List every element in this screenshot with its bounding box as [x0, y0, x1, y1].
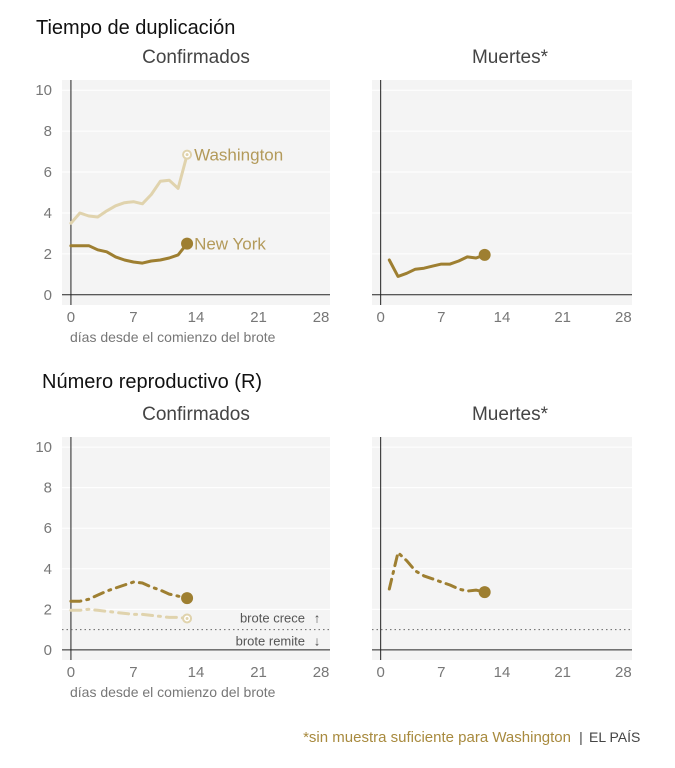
end-marker-new-york — [478, 586, 491, 599]
y-tick-label: 6 — [44, 164, 52, 181]
x-tick-label: 0 — [376, 309, 384, 326]
x-tick-label: 21 — [554, 664, 571, 681]
end-marker-dot-washington — [185, 616, 189, 620]
panel-title: Confirmados — [142, 404, 250, 425]
series-line-new-york — [387, 551, 487, 594]
end-marker-new-york — [181, 592, 194, 605]
x-tick-label: 0 — [67, 309, 75, 326]
footnote: *sin muestra suficiente para Washington — [303, 729, 571, 746]
panel-background — [62, 80, 330, 305]
panel-title: Confirmados — [142, 47, 250, 68]
threshold-label-above: brote crece — [240, 611, 305, 626]
panel-title: Muertes* — [472, 47, 549, 68]
y-tick-label: 2 — [44, 246, 52, 263]
panel-background — [372, 437, 632, 660]
chart-panel-1: 0 2 4 6 8 10 0 7 14 21 28 Confirmados días desde el … — [35, 47, 330, 345]
chart-panel-3: 0 2 4 6 8 10 0 7 14 21 28 Confirmados días desde el … — [35, 404, 330, 700]
chart-panel-2: 0 7 14 21 28 Muertes* — [372, 47, 632, 326]
x-tick-label: 28 — [615, 664, 632, 681]
arrow-down-icon: ↓ — [314, 634, 321, 649]
y-tick-label: 8 — [44, 480, 52, 497]
x-tick-label: 28 — [313, 309, 330, 326]
panel-background — [62, 437, 330, 660]
series-line-new-york — [69, 242, 189, 265]
end-marker-new-york — [478, 248, 491, 261]
x-tick-label: 21 — [250, 664, 267, 681]
series-label-washington: Washington — [194, 146, 283, 165]
end-marker-dot-washington — [185, 153, 189, 157]
y-tick-label: 6 — [44, 520, 52, 537]
x-tick-label: 0 — [67, 664, 75, 681]
x-tick-label: 14 — [494, 309, 511, 326]
y-tick-label: 0 — [44, 642, 52, 659]
x-axis-label: días desde el comienzo del brote — [70, 329, 276, 345]
x-tick-label: 7 — [129, 309, 137, 326]
x-tick-label: 21 — [554, 309, 571, 326]
y-tick-label: 10 — [35, 82, 52, 99]
panel-background — [372, 80, 632, 305]
x-axis-label: días desde el comienzo del brote — [70, 684, 276, 700]
series-line-washington — [69, 607, 189, 620]
x-tick-label: 7 — [437, 664, 445, 681]
section-title-doubling: Tiempo de duplicación — [36, 17, 235, 39]
x-tick-label: 14 — [188, 309, 205, 326]
source-separator: | — [579, 729, 583, 745]
y-tick-label: 4 — [44, 205, 52, 222]
x-tick-label: 14 — [494, 664, 511, 681]
source-credit: EL PAÍS — [589, 729, 640, 745]
series-label-new-york: New York — [194, 235, 266, 254]
x-tick-label: 28 — [313, 664, 330, 681]
x-tick-label: 7 — [129, 664, 137, 681]
section-title-reproductive: Número reproductivo (R) — [42, 371, 262, 393]
x-tick-label: 0 — [376, 664, 384, 681]
threshold-label-below: brote remite — [236, 634, 305, 649]
series-line-washington — [69, 153, 189, 225]
series-line-new-york — [69, 580, 189, 603]
y-tick-label: 4 — [44, 561, 52, 578]
series-line-new-york — [387, 253, 487, 278]
y-tick-label: 10 — [35, 439, 52, 456]
end-marker-new-york — [181, 237, 194, 250]
arrow-up-icon: ↑ — [314, 611, 321, 626]
x-tick-label: 7 — [437, 309, 445, 326]
y-tick-label: 0 — [44, 287, 52, 304]
chart-panel-4: 0 7 14 21 28 Muertes* — [372, 404, 632, 681]
x-tick-label: 21 — [250, 309, 267, 326]
panel-title: Muertes* — [472, 404, 549, 425]
x-tick-label: 14 — [188, 664, 205, 681]
x-tick-label: 28 — [615, 309, 632, 326]
y-tick-label: 8 — [44, 123, 52, 140]
y-tick-label: 2 — [44, 601, 52, 618]
